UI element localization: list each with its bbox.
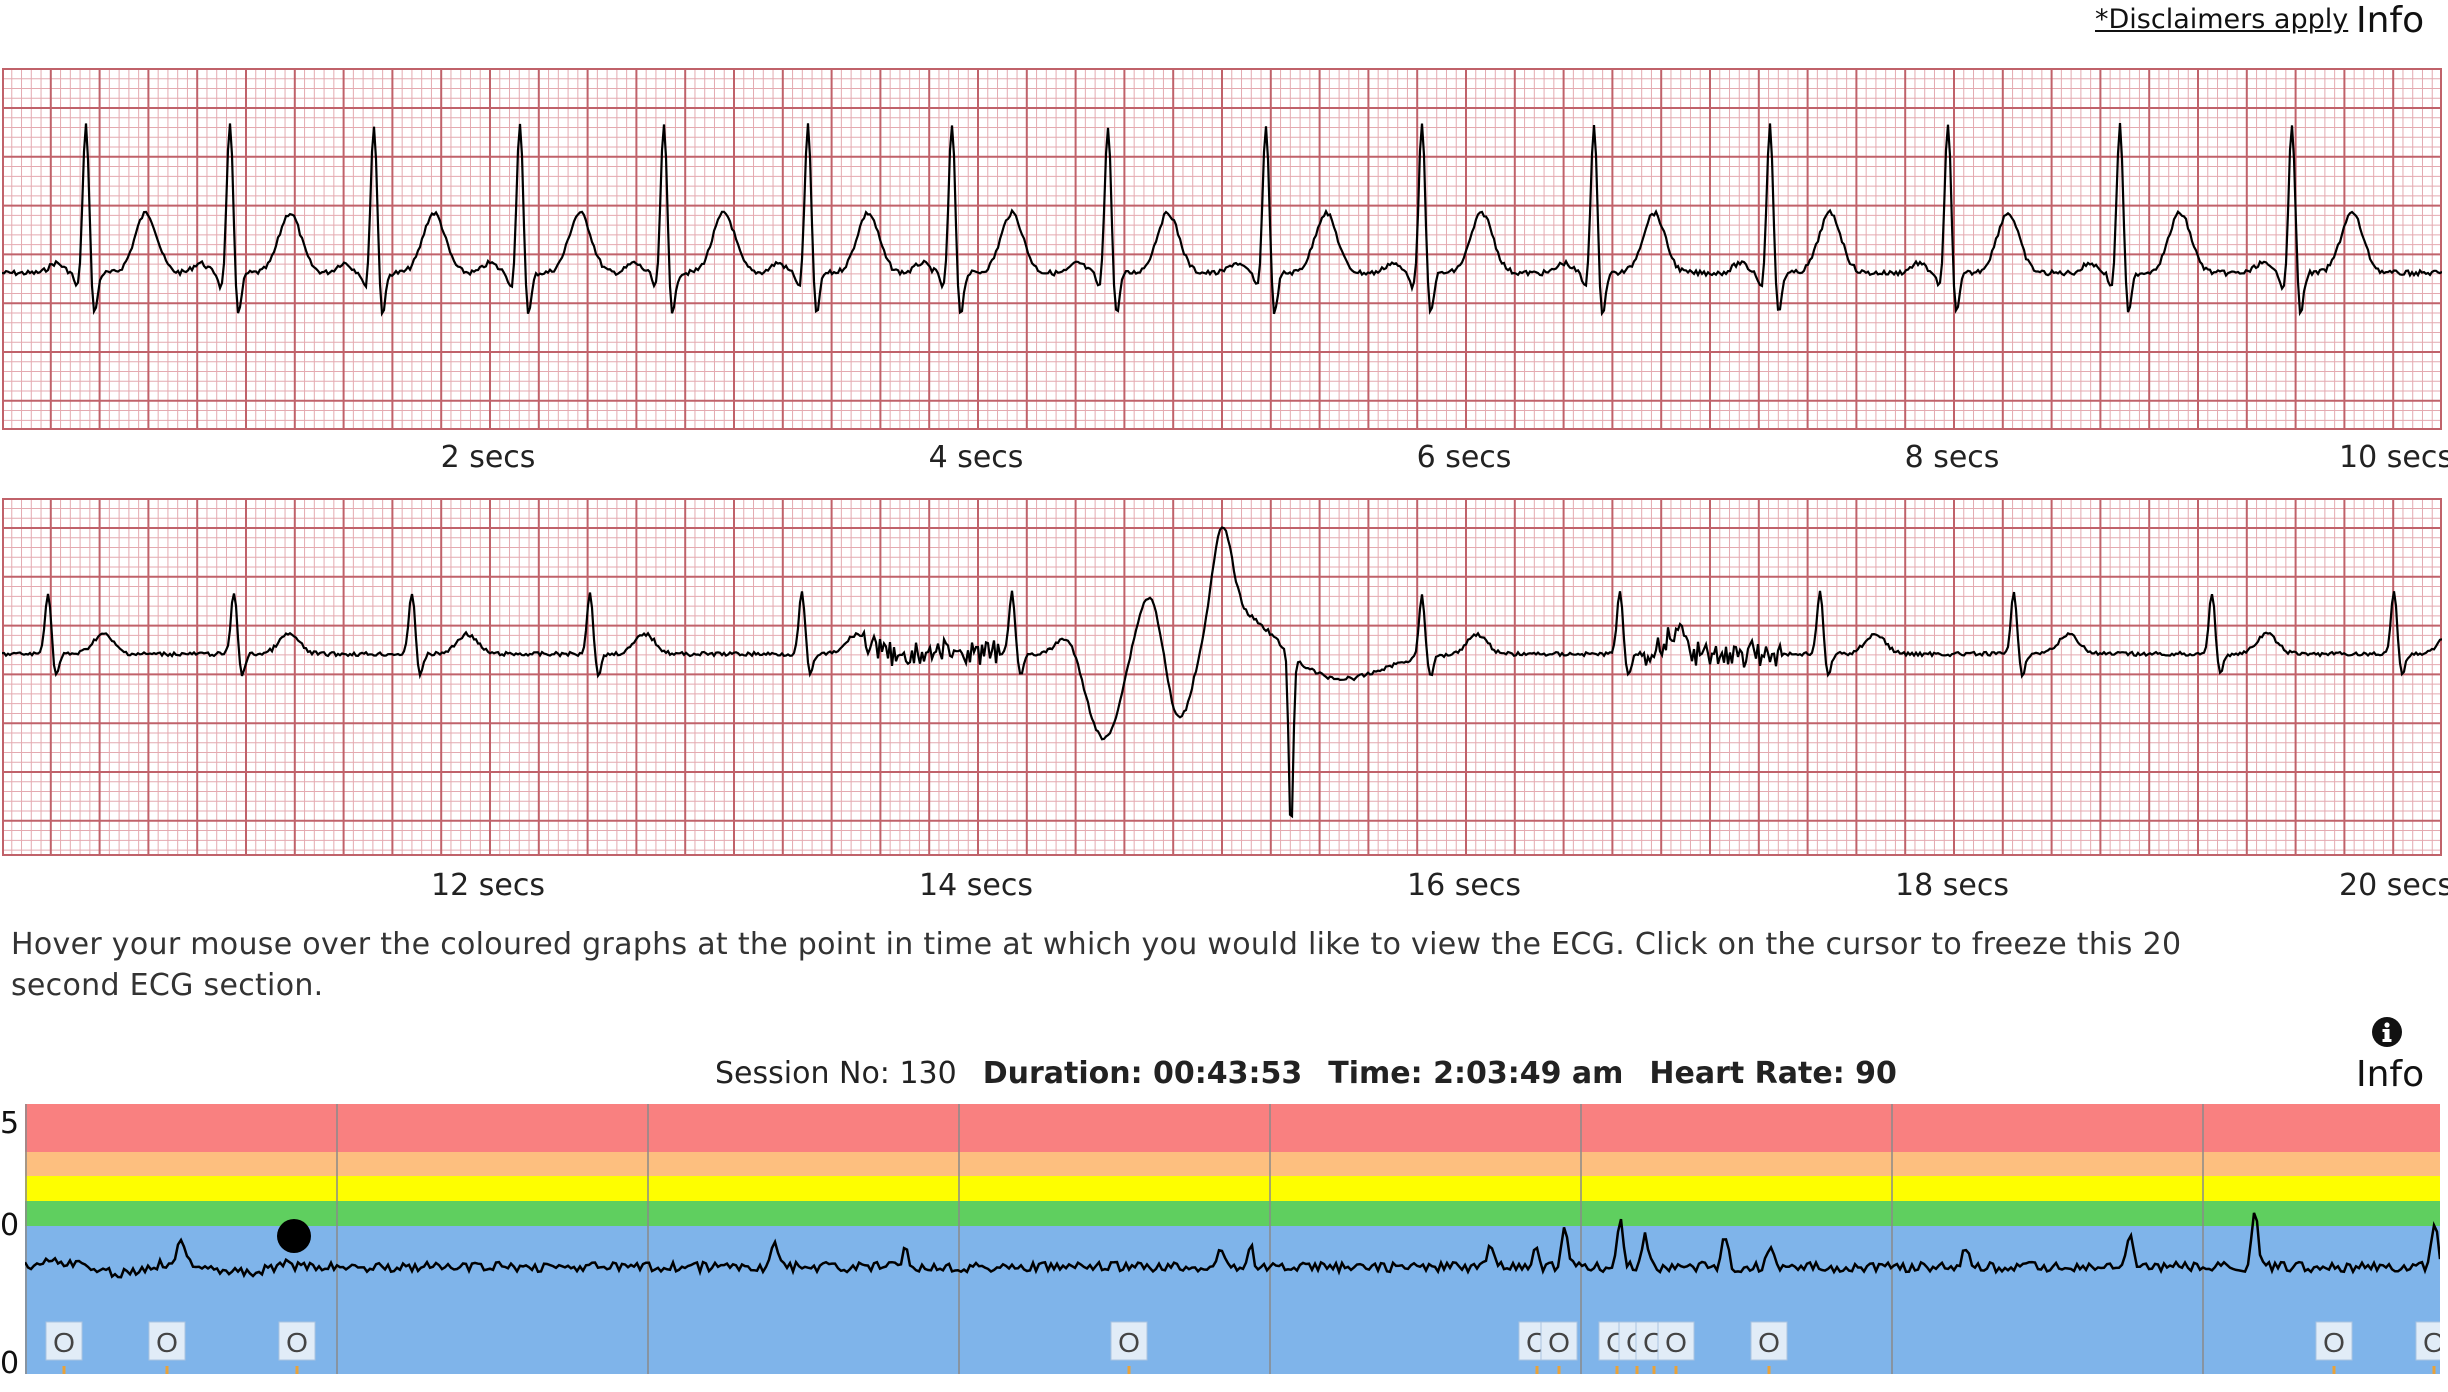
info-link-top[interactable]: Info [2356, 0, 2425, 41]
event-marker-label: O [1758, 1327, 1780, 1358]
session-heart-rate: Heart Rate: 90 [1649, 1056, 1897, 1091]
tick-label: 6 secs [1416, 440, 1512, 475]
ecg-strip-1-graph[interactable] [2, 68, 2442, 430]
tick-label: 4 secs [928, 440, 1024, 475]
trend-y-label: 0 [0, 1208, 20, 1243]
trend-band-green [25, 1201, 2440, 1226]
event-marker[interactable]: O [45, 1321, 83, 1374]
ecg-strip-2[interactable] [2, 498, 2442, 856]
grid-border [2, 68, 2442, 430]
event-marker-label: O [2323, 1327, 2345, 1358]
trend-cursor-dot [277, 1219, 311, 1253]
event-marker-box [1540, 1321, 1578, 1361]
tick-label: 18 secs [1895, 868, 2009, 903]
session-duration: Duration: 00:43:53 [982, 1056, 1303, 1091]
event-marker-label: O [1665, 1327, 1687, 1358]
event-marker-label: O [1548, 1327, 1570, 1358]
ecg-strip-1[interactable] [2, 68, 2442, 430]
event-marker-label: O [53, 1327, 75, 1358]
tick-label: 14 secs [919, 868, 1033, 903]
heart-rate-trend-graph[interactable]: OOOOOOOOOOOOO [25, 1104, 2440, 1374]
tick-label: 16 secs [1407, 868, 1521, 903]
event-marker-box [2415, 1321, 2440, 1361]
trend-band-blue [25, 1226, 2440, 1374]
event-marker[interactable]: O [1750, 1321, 1788, 1374]
session-time: Time: 2:03:49 am [1328, 1056, 1624, 1091]
trend-band-orange [25, 1152, 2440, 1176]
instructions-text: Hover your mouse over the coloured graph… [11, 927, 2182, 1003]
event-marker-box [1750, 1321, 1788, 1361]
event-marker-box [1110, 1321, 1148, 1361]
grid-border [2, 498, 2442, 856]
trend-y-label: 0 [0, 1346, 20, 1381]
trend-band-yellow [25, 1176, 2440, 1201]
event-marker-label: O [156, 1327, 178, 1358]
tick-label: 2 secs [440, 440, 536, 475]
event-marker-box [278, 1321, 316, 1361]
info-circle-icon[interactable] [2370, 1015, 2404, 1049]
tick-label: 8 secs [1904, 440, 2000, 475]
event-marker[interactable]: O [148, 1321, 186, 1374]
ecg-trace [2, 123, 2442, 317]
event-marker-label: O [2423, 1327, 2440, 1358]
event-marker[interactable]: O [1657, 1321, 1695, 1374]
event-marker-box [2315, 1321, 2353, 1361]
session-summary: Session No: 130 Duration: 00:43:53 Time: 2… [715, 1056, 1897, 1091]
event-marker-box [148, 1321, 186, 1361]
ecg-grid [2, 498, 2442, 856]
event-marker[interactable]: O [1540, 1321, 1578, 1374]
ecg-grid [2, 68, 2442, 430]
session-number: Session No: 130 [715, 1056, 957, 1091]
info-link-bottom[interactable]: Info [2356, 1054, 2425, 1095]
event-marker-label: O [286, 1327, 308, 1358]
event-marker[interactable]: O [278, 1321, 316, 1374]
ecg-trace [2, 526, 2442, 819]
tick-label: 20 secs [2339, 868, 2448, 903]
tick-label: 10 secs [2339, 440, 2448, 475]
tick-label: 12 secs [431, 868, 545, 903]
trend-y-label: 5 [0, 1106, 20, 1141]
disclaimers-link[interactable]: *Disclaimers apply [2095, 4, 2349, 35]
event-marker[interactable]: O [1110, 1321, 1148, 1374]
event-marker-box [1657, 1321, 1695, 1361]
ecg-strip-2-graph[interactable] [2, 498, 2442, 856]
event-marker-box [45, 1321, 83, 1361]
heart-rate-trace [25, 1212, 2440, 1279]
event-marker[interactable]: O [2315, 1321, 2353, 1374]
event-marker-label: O [1118, 1327, 1140, 1358]
event-marker[interactable]: O [2415, 1321, 2440, 1374]
trend-band-red [25, 1104, 2440, 1152]
